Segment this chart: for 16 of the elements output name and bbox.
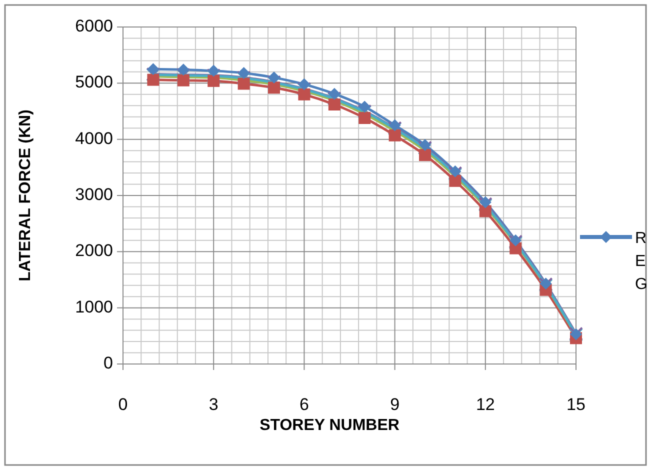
x-tick-label: 0 bbox=[118, 395, 128, 414]
y-tick-label: 2000 bbox=[75, 241, 113, 260]
y-tick-label: 6000 bbox=[75, 16, 113, 36]
y-tick-label: 5000 bbox=[75, 72, 113, 92]
x-tick-label: 3 bbox=[208, 395, 218, 414]
x-tick-label: 6 bbox=[299, 395, 309, 414]
y-axis-title: LATERAL FORCE (KN) bbox=[17, 110, 34, 282]
x-tick-label: 12 bbox=[476, 395, 495, 414]
x-tick-label: 9 bbox=[390, 395, 400, 414]
x-axis-title: STOREY NUMBER bbox=[260, 417, 400, 434]
legend-label: R E G bbox=[635, 230, 648, 293]
y-tick-label: 0 bbox=[104, 353, 113, 372]
y-tick-label: 1000 bbox=[75, 297, 113, 316]
x-tick-label: 15 bbox=[566, 395, 586, 414]
y-tick-label: 3000 bbox=[75, 184, 113, 204]
y-tick-label: 4000 bbox=[75, 128, 113, 148]
